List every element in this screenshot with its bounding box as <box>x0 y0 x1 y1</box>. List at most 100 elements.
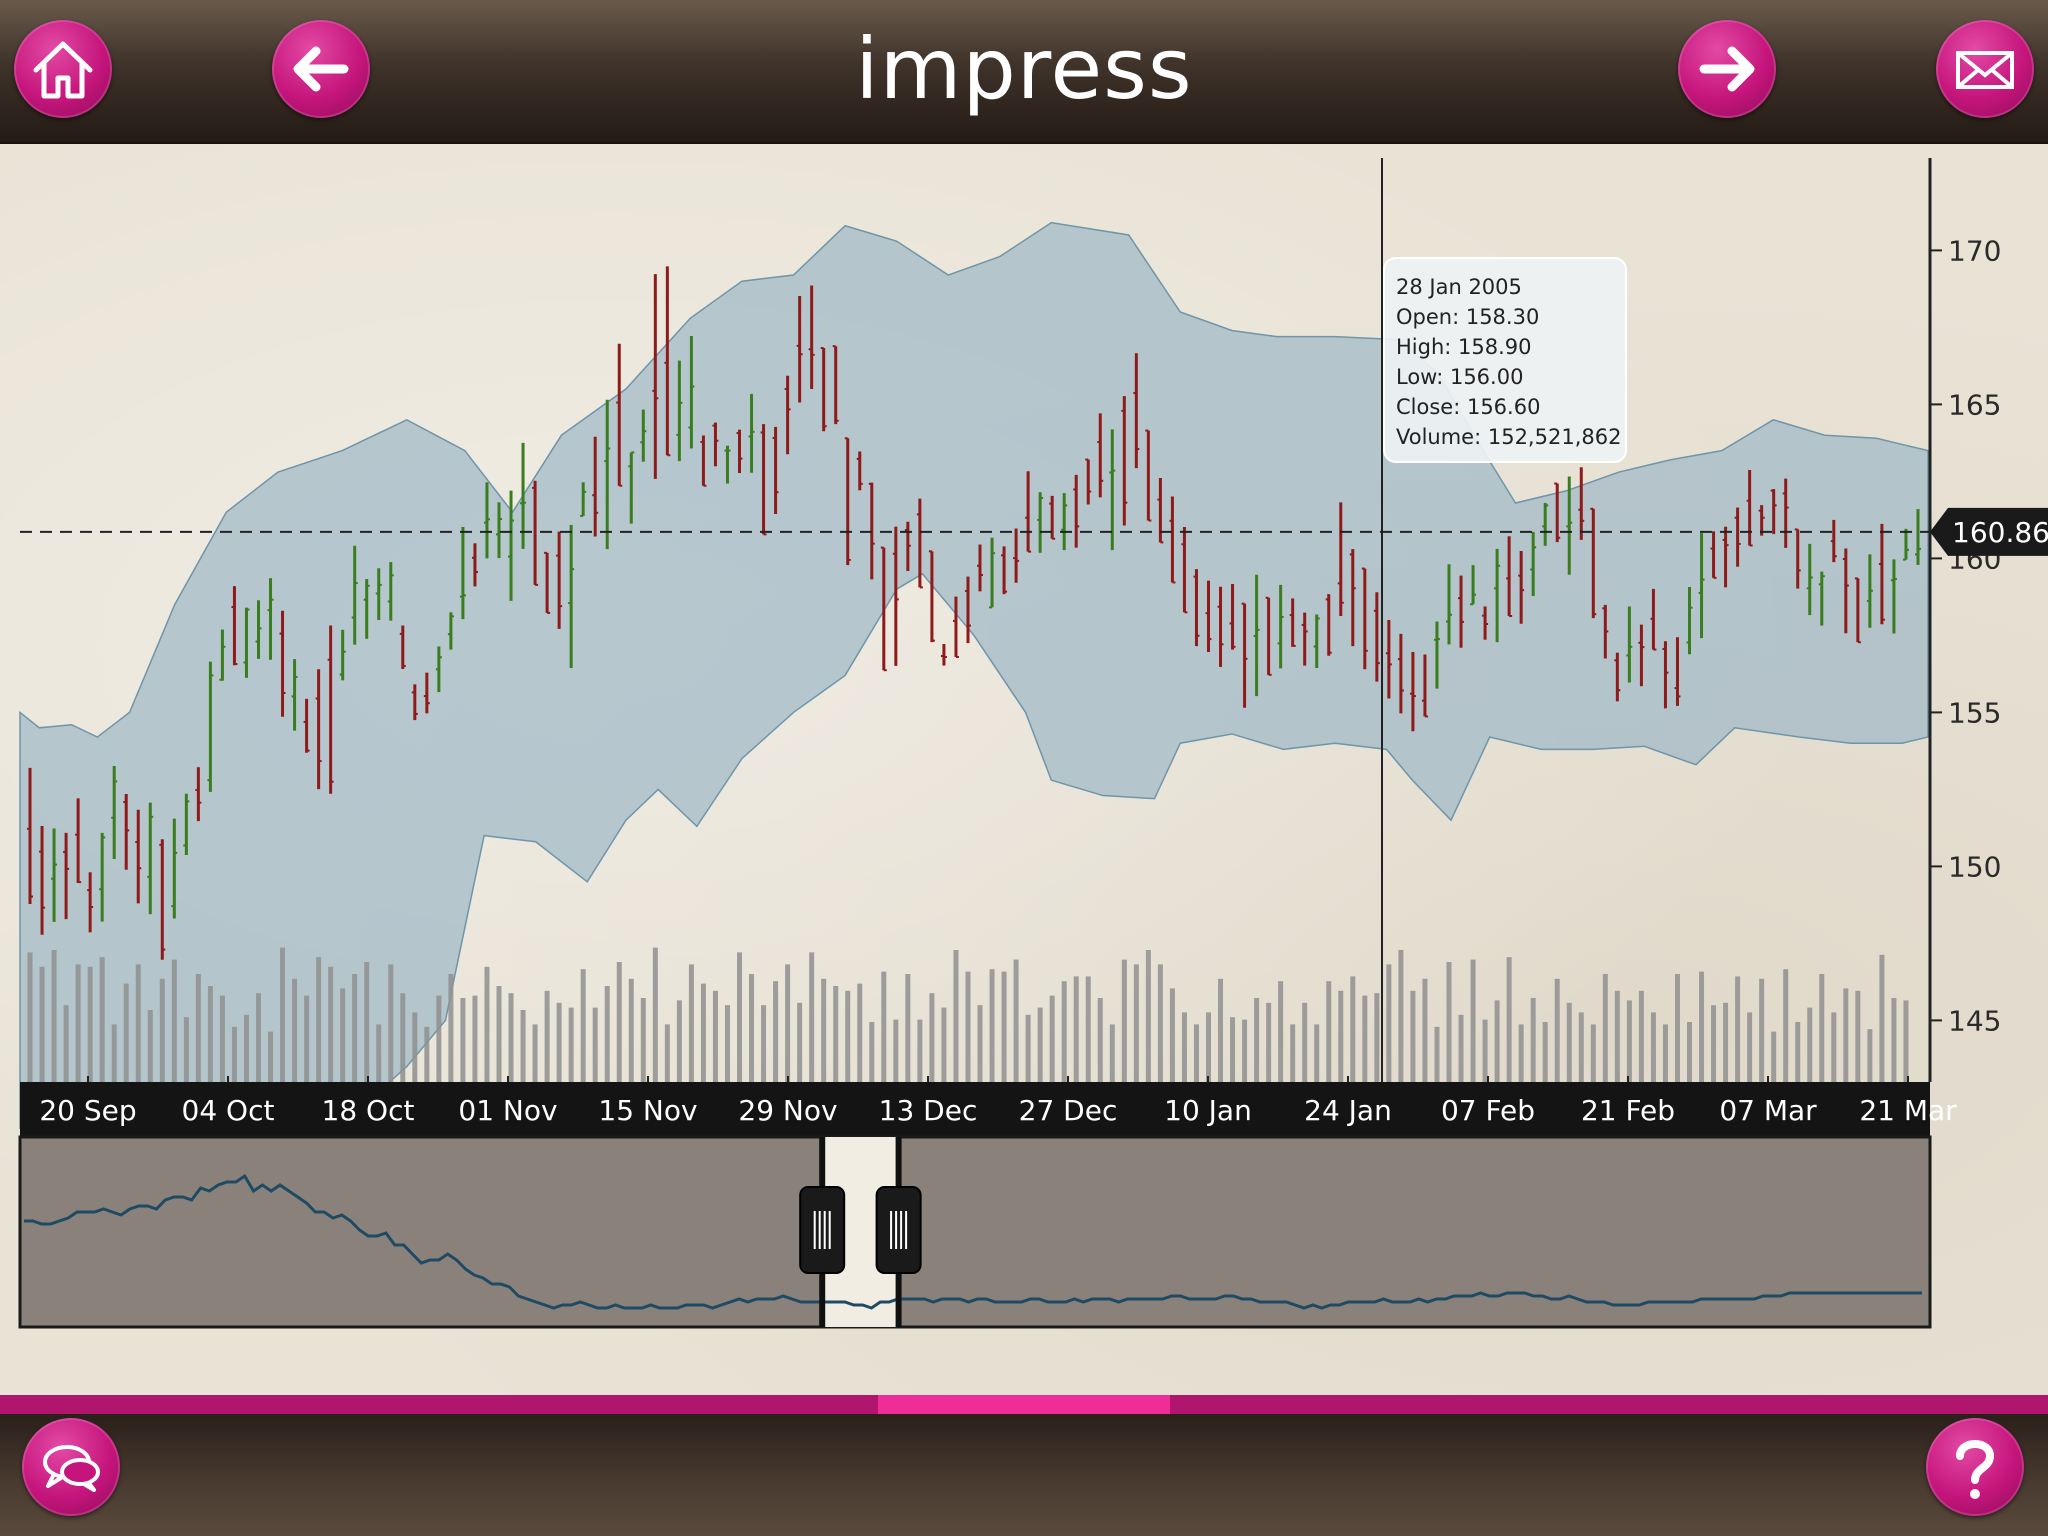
volume-bar <box>159 978 165 1082</box>
volume-bar <box>1073 976 1079 1082</box>
x-tick-label: 07 Feb <box>1441 1094 1535 1127</box>
volume-bar <box>520 1010 526 1082</box>
volume-bar <box>604 986 610 1082</box>
volume-bar <box>1157 964 1163 1082</box>
help-icon <box>1956 1440 1995 1499</box>
navigator-panel[interactable] <box>18 1135 1932 1329</box>
crosshair-tooltip <box>1383 257 1627 463</box>
x-tick-label: 13 Dec <box>879 1094 978 1127</box>
last-price-label: 160.86 <box>1952 516 2048 549</box>
volume-bar <box>773 981 779 1082</box>
volume-bar <box>688 964 694 1082</box>
chat-button[interactable] <box>22 1418 120 1516</box>
volume-bar <box>268 1031 274 1082</box>
volume-bar <box>1494 1000 1500 1082</box>
volume-bar <box>1362 995 1368 1082</box>
volume-bar <box>376 1024 382 1082</box>
y-tick-label: 145 <box>1948 1004 2001 1037</box>
volume-bar <box>1723 1002 1729 1082</box>
volume-bar <box>1518 1024 1524 1082</box>
volume-bar <box>1290 1024 1296 1082</box>
back-button[interactable] <box>272 20 370 118</box>
volume-bar <box>280 947 286 1082</box>
tooltip-high: High: 158.90 <box>1396 335 1532 359</box>
volume-bar <box>881 971 887 1082</box>
volume-bar <box>1350 976 1356 1082</box>
navigator-line <box>24 1173 1922 1310</box>
x-tick-label: 21 Mar <box>1859 1094 1957 1127</box>
volume-bar <box>1590 1024 1596 1082</box>
volume-bar <box>1795 1022 1801 1082</box>
volume-bar <box>1205 1012 1211 1082</box>
volume-bar <box>1422 978 1428 1082</box>
arrow-left-icon <box>293 46 349 92</box>
volume-bar <box>51 950 57 1082</box>
volume-bar <box>1554 978 1560 1082</box>
forward-button[interactable] <box>1678 20 1776 118</box>
volume-bar <box>1061 981 1067 1082</box>
volume-bar <box>712 990 718 1082</box>
volume-bar <box>1398 950 1404 1082</box>
volume-bar <box>1470 959 1476 1082</box>
volume-bar <box>953 950 959 1082</box>
volume-bar <box>724 1005 730 1082</box>
mail-button[interactable] <box>1936 20 2034 118</box>
volume-bar <box>1843 988 1849 1082</box>
volume-bar <box>1434 1026 1440 1082</box>
home-icon <box>33 41 93 99</box>
tooltip-volume: Volume: 152,521,862 <box>1396 425 1621 449</box>
volume-bar <box>761 1005 767 1082</box>
volume-bar <box>580 969 586 1082</box>
volume-bar <box>1446 962 1452 1082</box>
volume-bar <box>616 962 622 1082</box>
volume-bar <box>388 964 394 1082</box>
page-indicator-active[interactable] <box>878 1395 1170 1414</box>
volume-bar <box>1747 1012 1753 1082</box>
arrow-right-icon <box>1699 46 1755 92</box>
volume-bar <box>1278 981 1284 1082</box>
volume-bar <box>1482 1019 1488 1082</box>
volume-bar <box>1085 976 1091 1082</box>
volume-bar <box>219 995 225 1082</box>
help-button[interactable] <box>1926 1418 2024 1516</box>
volume-bar <box>676 1000 682 1082</box>
volume-bar <box>1049 995 1055 1082</box>
volume-bar <box>652 947 658 1082</box>
volume-bar <box>1121 959 1127 1082</box>
volume-bar <box>111 1024 117 1082</box>
volume-bar <box>1530 998 1536 1082</box>
volume-bar <box>1735 976 1741 1082</box>
volume-bar <box>664 1024 670 1082</box>
volume-bar <box>1566 1002 1572 1082</box>
volume-bar <box>1771 1031 1777 1082</box>
volume-bar <box>99 957 105 1082</box>
navigator-right-handle[interactable] <box>875 1186 922 1274</box>
volume-bar <box>929 993 935 1082</box>
volume-bar <box>1855 990 1861 1082</box>
last-price-tag <box>1930 507 2048 556</box>
volume-bar <box>965 971 971 1082</box>
navigator-left-handle[interactable] <box>799 1186 846 1274</box>
volume-bar <box>1699 971 1705 1082</box>
volume-bar <box>857 983 863 1082</box>
home-button[interactable] <box>14 20 112 118</box>
volume-bar <box>87 966 93 1082</box>
tooltip-low: Low: 156.00 <box>1396 365 1523 389</box>
volume-bar <box>340 988 346 1082</box>
volume-bar <box>63 1005 69 1082</box>
volume-bar <box>364 962 370 1082</box>
volume-bar <box>1386 964 1392 1082</box>
volume-bar <box>941 1007 947 1082</box>
y-tick-label: 155 <box>1948 696 2001 729</box>
volume-bar <box>1109 1024 1115 1082</box>
volume-bar <box>147 1010 153 1082</box>
y-tick-label: 170 <box>1948 234 2001 267</box>
volume-bar <box>27 952 33 1082</box>
volume-bar <box>1242 1019 1248 1082</box>
volume-bar <box>1218 978 1224 1082</box>
chat-icon <box>43 1445 100 1492</box>
volume-bar <box>797 1002 803 1082</box>
volume-bar <box>1650 1012 1656 1082</box>
volume-bar <box>749 974 755 1082</box>
